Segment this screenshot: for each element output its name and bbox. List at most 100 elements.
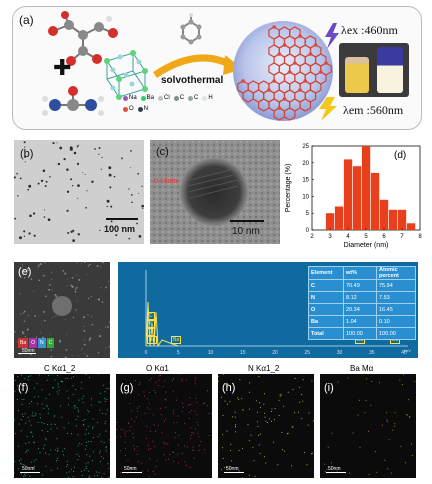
signal-dot: [327, 446, 329, 448]
signal-dot: [230, 386, 232, 388]
signal-dot: [171, 380, 173, 381]
signal-dot: [400, 445, 402, 447]
signal-dot: [404, 462, 406, 464]
signal-dot: [307, 424, 309, 426]
signal-dot: [403, 374, 405, 376]
signal-dot: [18, 423, 20, 425]
particle-dot: [99, 328, 101, 330]
signal-dot: [30, 431, 32, 433]
table-cell: 75.94: [376, 279, 416, 292]
signal-dot: [120, 450, 122, 452]
signal-dot: [65, 378, 67, 380]
particle-dot: [14, 217, 16, 220]
particle-dot: [71, 355, 73, 357]
signal-dot: [18, 445, 20, 447]
particle-dot: [98, 147, 101, 149]
particle-dot: [77, 144, 79, 147]
signal-dot: [48, 393, 50, 395]
signal-dot: [259, 433, 261, 435]
peak-label-n: N: [147, 320, 155, 328]
signal-dot: [308, 412, 310, 414]
chip-n: N: [38, 338, 46, 348]
hex-atom: [287, 70, 292, 74]
map-scale-label: 50nm: [328, 466, 341, 472]
signal-dot: [47, 412, 49, 414]
signal-dot: [186, 446, 188, 448]
signal-dot: [248, 474, 250, 476]
map-title: C Kα1_2: [44, 364, 76, 373]
signal-dot: [406, 414, 408, 416]
signal-dot: [22, 416, 24, 417]
map-panel-label: (i): [324, 382, 334, 394]
signal-dot: [178, 434, 180, 436]
spectrum-tick-label: 15: [240, 350, 246, 356]
signal-dot: [173, 378, 174, 379]
signal-dot: [20, 473, 22, 475]
signal-dot: [277, 464, 279, 466]
signal-dot: [190, 438, 192, 440]
signal-dot: [223, 374, 225, 375]
histogram-bar: [352, 166, 362, 230]
map-scale-bar: [326, 472, 346, 473]
signal-dot: [72, 393, 74, 395]
signal-dot: [194, 410, 196, 412]
particle-dot: [108, 173, 112, 177]
table-row: N 8.12 7.53: [308, 291, 416, 304]
particle-dot: [66, 209, 69, 212]
signal-dot: [311, 453, 312, 455]
signal-dot: [181, 378, 183, 380]
signal-dot: [192, 449, 194, 451]
signal-dot: [45, 452, 47, 454]
particle-dot: [21, 330, 24, 333]
signal-dot: [173, 410, 174, 412]
signal-dot: [155, 466, 157, 468]
particle-dot: [21, 332, 24, 334]
hex-atom: [277, 106, 282, 110]
signal-dot: [46, 404, 48, 406]
signal-dot: [80, 381, 82, 383]
signal-dot: [57, 383, 59, 385]
haadf-image-e: (e) Ba O N C 50nm: [14, 262, 110, 358]
signal-dot: [280, 394, 282, 396]
map-panel-label: (h): [222, 382, 236, 394]
hex-atom: [298, 34, 302, 38]
map-title: Ba Mα: [350, 364, 374, 373]
particle-dot: [17, 195, 19, 197]
signal-dot: [48, 408, 50, 410]
x-tick-label: 7: [400, 234, 404, 240]
particle-dot: [45, 180, 48, 183]
signal-dot: [82, 420, 84, 421]
crystal-lattice: [104, 50, 148, 100]
legend-swatch: [123, 107, 128, 112]
signal-dot: [387, 421, 389, 423]
signal-dot: [77, 415, 79, 417]
signal-dot: [359, 446, 361, 448]
signal-dot: [137, 461, 139, 463]
signal-dot: [67, 432, 69, 434]
particle-dot: [24, 146, 26, 148]
particle-dot: [87, 314, 89, 316]
signal-dot: [74, 405, 76, 407]
particle-dot: [84, 339, 86, 341]
particle-dot: [50, 356, 53, 358]
scale-bar-e: [18, 353, 36, 354]
signal-dot: [92, 451, 94, 453]
signal-dot: [85, 468, 87, 470]
signal-dot: [323, 463, 325, 465]
signal-dot: [86, 442, 87, 444]
signal-dot: [124, 442, 126, 444]
panel-a-label: (a): [19, 13, 34, 27]
particle-dot: [42, 336, 45, 339]
table-header: Element: [308, 266, 344, 280]
hrtem-image-c: (c) 0.19nm 10 nm: [150, 140, 280, 244]
signal-dot: [248, 391, 250, 393]
particle-dot: [14, 331, 16, 333]
signal-dot: [32, 412, 34, 414]
signal-dot: [77, 411, 79, 413]
signal-dot: [302, 379, 304, 381]
particle-dot: [27, 267, 30, 270]
signal-dot: [384, 459, 386, 461]
signal-dot: [192, 432, 194, 434]
legend-swatch: [173, 96, 179, 101]
signal-dot: [189, 466, 191, 468]
